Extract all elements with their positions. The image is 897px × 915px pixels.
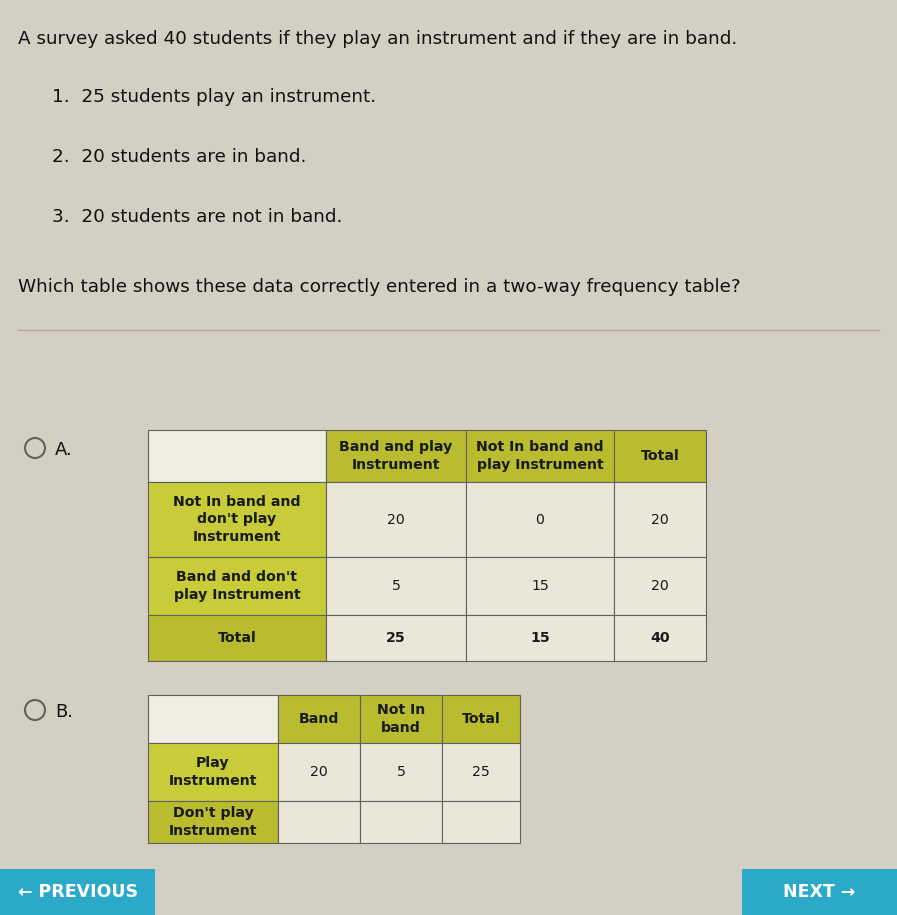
- Bar: [360, 801, 442, 843]
- Text: 20: 20: [310, 765, 328, 779]
- Text: 15: 15: [531, 579, 549, 593]
- Text: A.: A.: [55, 441, 73, 459]
- Text: Not In
band: Not In band: [377, 704, 425, 735]
- Bar: [148, 430, 326, 482]
- Bar: [326, 557, 466, 615]
- Bar: [614, 430, 706, 482]
- Text: ← PREVIOUS: ← PREVIOUS: [18, 883, 137, 901]
- Bar: [148, 801, 278, 843]
- Text: 40: 40: [650, 631, 670, 645]
- Bar: [360, 695, 442, 743]
- Bar: [148, 695, 278, 743]
- Text: 0: 0: [536, 512, 544, 526]
- Text: A survey asked 40 students if they play an instrument and if they are in band.: A survey asked 40 students if they play …: [18, 30, 737, 48]
- Bar: [442, 743, 520, 801]
- Bar: [614, 615, 706, 661]
- Text: Total: Total: [462, 712, 501, 726]
- Bar: [326, 482, 466, 557]
- Bar: [326, 615, 466, 661]
- Bar: [278, 743, 360, 801]
- Text: Band and don't
play Instrument: Band and don't play Instrument: [174, 570, 300, 602]
- Text: 20: 20: [651, 512, 669, 526]
- Text: Total: Total: [640, 449, 679, 463]
- Text: 25: 25: [386, 631, 405, 645]
- Text: Not In band and
play Instrument: Not In band and play Instrument: [476, 440, 604, 471]
- Bar: [148, 557, 326, 615]
- Text: NEXT →: NEXT →: [783, 883, 856, 901]
- Bar: [442, 801, 520, 843]
- Bar: [742, 869, 897, 915]
- Bar: [148, 482, 326, 557]
- Text: Band: Band: [299, 712, 339, 726]
- Text: 25: 25: [472, 765, 490, 779]
- Bar: [326, 430, 466, 482]
- Bar: [614, 557, 706, 615]
- Bar: [148, 743, 278, 801]
- Bar: [278, 801, 360, 843]
- Bar: [0, 869, 155, 915]
- Bar: [466, 557, 614, 615]
- Text: Band and play
Instrument: Band and play Instrument: [339, 440, 453, 471]
- Text: 2.  20 students are in band.: 2. 20 students are in band.: [52, 148, 307, 166]
- Text: 15: 15: [530, 631, 550, 645]
- Text: Play
Instrument: Play Instrument: [169, 757, 257, 788]
- Bar: [466, 615, 614, 661]
- Text: Which table shows these data correctly entered in a two-way frequency table?: Which table shows these data correctly e…: [18, 278, 741, 296]
- Text: Not In band and
don't play
Instrument: Not In band and don't play Instrument: [173, 495, 300, 544]
- Text: Don't play
Instrument: Don't play Instrument: [169, 806, 257, 837]
- Text: 5: 5: [396, 765, 405, 779]
- Text: 20: 20: [388, 512, 405, 526]
- Text: 20: 20: [651, 579, 669, 593]
- Text: B.: B.: [55, 703, 73, 721]
- Bar: [148, 615, 326, 661]
- Text: 1.  25 students play an instrument.: 1. 25 students play an instrument.: [52, 88, 376, 106]
- Bar: [466, 482, 614, 557]
- Text: 5: 5: [391, 579, 400, 593]
- Bar: [278, 695, 360, 743]
- Bar: [614, 482, 706, 557]
- Text: Total: Total: [218, 631, 257, 645]
- Bar: [442, 695, 520, 743]
- Text: 3.  20 students are not in band.: 3. 20 students are not in band.: [52, 208, 343, 226]
- Bar: [466, 430, 614, 482]
- Bar: [360, 743, 442, 801]
